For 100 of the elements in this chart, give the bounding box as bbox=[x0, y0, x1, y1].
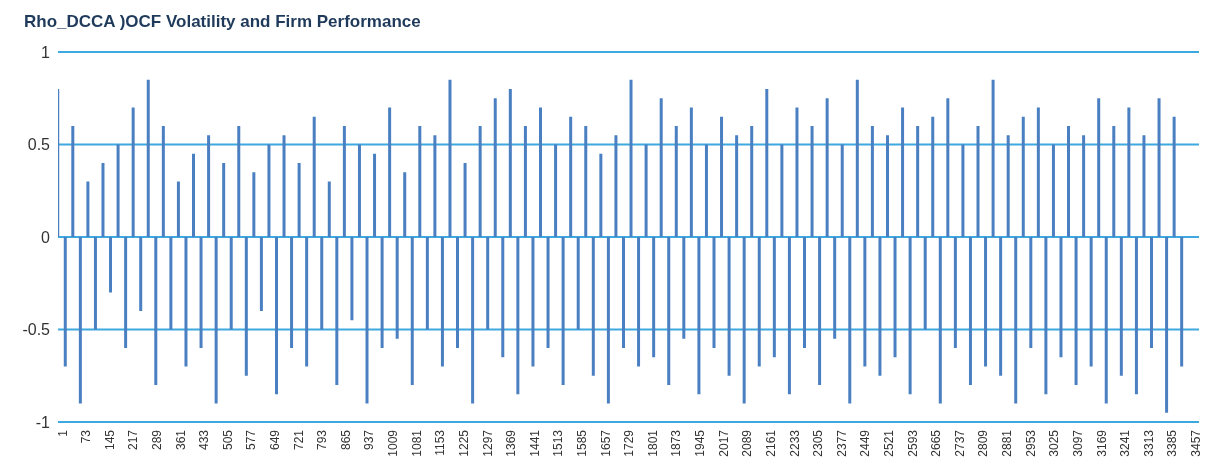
bar bbox=[176, 181, 180, 237]
bar bbox=[1119, 237, 1123, 376]
bar bbox=[735, 135, 739, 237]
y-tick-label: 0 bbox=[41, 228, 51, 246]
chart-title: Rho_DCCA )OCF Volatility and Firm Performance bbox=[23, 11, 422, 33]
x-tick-label: 2089 bbox=[740, 429, 755, 457]
x-tick-label: 577 bbox=[244, 429, 259, 451]
bar bbox=[169, 237, 173, 330]
bar bbox=[93, 237, 97, 330]
bar bbox=[403, 172, 407, 237]
bar bbox=[712, 237, 716, 348]
bar bbox=[373, 153, 377, 237]
bar bbox=[1051, 144, 1055, 237]
bar bbox=[440, 237, 444, 367]
bar bbox=[395, 237, 399, 339]
bar bbox=[388, 107, 392, 237]
x-tick-label: 721 bbox=[291, 429, 306, 451]
bar bbox=[720, 116, 724, 237]
x-tick-label: 2881 bbox=[1000, 429, 1015, 457]
bar bbox=[71, 126, 75, 237]
bar bbox=[305, 237, 309, 367]
bar bbox=[750, 126, 754, 237]
bar bbox=[1172, 116, 1176, 237]
bar bbox=[508, 89, 512, 237]
bar bbox=[659, 98, 663, 237]
x-tick-label: 1945 bbox=[693, 429, 708, 457]
x-tick-label: 3313 bbox=[1141, 429, 1156, 457]
bar bbox=[1180, 237, 1184, 367]
x-tick-label: 1657 bbox=[598, 429, 613, 457]
bar bbox=[991, 79, 995, 237]
x-tick-label: 649 bbox=[268, 429, 283, 451]
bar bbox=[1134, 237, 1138, 395]
bar bbox=[207, 135, 211, 237]
x-tick-label: 2953 bbox=[1023, 429, 1038, 457]
bar bbox=[1021, 116, 1025, 237]
bar bbox=[1074, 237, 1078, 385]
bar bbox=[1097, 98, 1101, 237]
bar bbox=[803, 237, 807, 348]
bar bbox=[297, 163, 301, 237]
bar bbox=[192, 153, 196, 237]
x-tick-label: 3385 bbox=[1165, 429, 1180, 457]
bar bbox=[938, 237, 942, 404]
bar bbox=[787, 237, 791, 395]
bar bbox=[146, 79, 150, 237]
bar bbox=[561, 237, 565, 385]
bar bbox=[124, 237, 128, 348]
bar bbox=[878, 237, 882, 376]
x-tick-label: 361 bbox=[173, 429, 188, 451]
bar bbox=[704, 144, 708, 237]
x-tick-label: 3457 bbox=[1188, 429, 1203, 457]
bar bbox=[606, 237, 610, 404]
bar bbox=[1036, 107, 1040, 237]
bar bbox=[931, 116, 935, 237]
x-tick-label: 3241 bbox=[1118, 429, 1133, 457]
bar bbox=[946, 98, 950, 237]
bar bbox=[652, 237, 656, 358]
bar bbox=[274, 237, 278, 395]
x-tick-label: 3025 bbox=[1047, 429, 1062, 457]
x-tick-label: 1225 bbox=[456, 429, 471, 457]
bar bbox=[637, 237, 641, 367]
bar bbox=[584, 126, 588, 237]
bar bbox=[448, 79, 452, 237]
bar bbox=[863, 237, 867, 367]
x-tick-label: 2377 bbox=[834, 429, 849, 457]
bar bbox=[1082, 135, 1086, 237]
x-tick-label: 3169 bbox=[1094, 429, 1109, 457]
bar bbox=[629, 79, 633, 237]
x-tick-label: 73 bbox=[79, 429, 94, 444]
x-tick-label: 1297 bbox=[480, 429, 495, 457]
bar bbox=[885, 135, 889, 237]
bar bbox=[908, 237, 912, 395]
bar bbox=[569, 116, 573, 237]
bar bbox=[471, 237, 475, 404]
bar bbox=[916, 126, 920, 237]
bar bbox=[350, 237, 354, 321]
bar bbox=[901, 107, 905, 237]
x-tick-label: 1441 bbox=[527, 429, 542, 457]
bar bbox=[1157, 98, 1161, 237]
x-tick-label: 433 bbox=[197, 429, 212, 451]
x-tick-label: 2449 bbox=[858, 429, 873, 457]
bar bbox=[1089, 237, 1093, 367]
bar bbox=[154, 237, 158, 385]
x-tick-label: 2665 bbox=[929, 429, 944, 457]
x-tick-label: 865 bbox=[338, 429, 353, 451]
bar bbox=[327, 181, 331, 237]
y-tick-label: -0.5 bbox=[22, 321, 51, 339]
bar bbox=[727, 237, 731, 376]
bar bbox=[109, 237, 113, 293]
bar bbox=[621, 237, 625, 348]
bar bbox=[501, 237, 505, 358]
bar bbox=[312, 116, 316, 237]
bar bbox=[742, 237, 746, 404]
y-tick-label: -1 bbox=[35, 413, 51, 431]
bar bbox=[456, 237, 460, 348]
x-tick-label: 1153 bbox=[433, 429, 448, 456]
bar bbox=[1059, 237, 1063, 358]
y-tick-label: 0.5 bbox=[27, 136, 51, 154]
bar bbox=[78, 237, 82, 404]
bar bbox=[818, 237, 822, 385]
bar bbox=[772, 237, 776, 358]
